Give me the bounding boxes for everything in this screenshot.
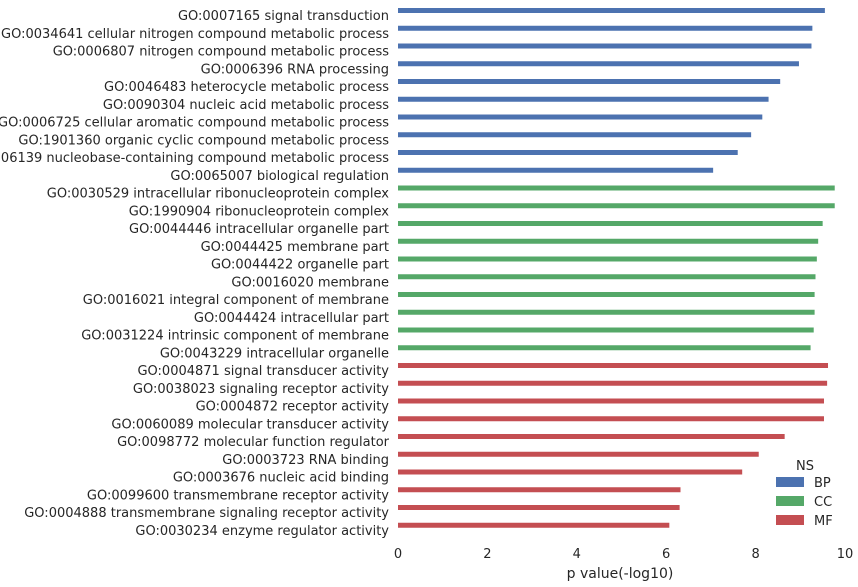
category-label: GO:0006139 nucleobase-containing compoun… [0,151,389,166]
bar-cc [398,238,819,244]
bar-mf [398,469,743,475]
category-label: GO:0003676 nucleic acid binding [173,471,389,486]
category-label: GO:1901360 organic cyclic compound metab… [18,133,389,148]
bar-mf [398,416,824,422]
category-label: GO:0038023 signaling receptor activity [133,382,389,397]
bar-bp [398,61,799,67]
x-tick-label: 6 [662,547,670,562]
category-label: GO:0003723 RNA binding [222,453,389,468]
bar-cc [398,274,816,280]
legend-title: NS [796,459,814,474]
category-label: GO:0098772 molecular function regulator [117,435,390,450]
bar-mf [398,522,670,528]
x-tick-label: 0 [394,547,402,562]
bars-layer [398,8,835,528]
category-label: GO:0046483 heterocycle metabolic process [104,80,389,95]
bar-bp [398,150,738,155]
bar-cc [398,309,815,315]
bar-cc [398,203,835,209]
bar-cc [398,221,823,226]
category-label: GO:0004888 transmembrane signaling recep… [24,506,389,521]
category-label: GO:0004871 signal transducer activity [137,364,389,379]
bar-mf [398,434,785,439]
legend-label-mf: MF [814,514,833,529]
category-label: GO:0006396 RNA processing [201,62,389,77]
bar-cc [398,345,811,351]
category-label: GO:0044446 intracellular organelle part [129,222,389,237]
bar-bp [398,114,763,120]
category-label: GO:0044422 organelle part [211,258,389,273]
legend-swatch-bp [776,477,804,487]
legend-swatch-mf [776,515,804,525]
bar-bp [398,79,781,84]
legend-label-cc: CC [814,495,832,510]
x-tick-label: 2 [483,547,491,562]
bar-bp [398,167,714,173]
bar-cc [398,327,814,333]
bar-cc [398,256,817,262]
category-label: GO:0060089 molecular transducer activity [111,417,389,432]
category-label: GO:0007165 signal transduction [178,9,389,24]
bar-bp [398,96,769,102]
bar-cc [398,185,835,191]
bar-mf [398,505,680,510]
legend-label-bp: BP [814,476,831,491]
bar-mf [398,487,681,493]
category-label: GO:0034641 cellular nitrogen compound me… [1,27,389,42]
category-label: GO:0090304 nucleic acid metabolic proces… [103,98,389,113]
bar-mf [398,398,824,404]
bar-bp [398,132,752,138]
category-label: GO:0030529 intracellular ribonucleoprote… [47,187,390,202]
category-label: GO:0016021 integral component of membran… [83,293,389,308]
category-labels: GO:0007165 signal transduction GO:0034641… [0,9,390,539]
bar-mf [398,380,828,386]
x-tick-label: 8 [751,547,759,562]
category-label: GO:0016020 membrane [231,275,389,290]
x-tick-label: 4 [573,547,581,562]
category-label: GO:0004872 receptor activity [196,400,390,415]
bar-mf [398,451,759,457]
bar-cc [398,292,815,297]
x-axis-ticks: 0 2 4 6 8 10 [394,547,853,562]
category-label: GO:0006725 cellular aromatic compound me… [0,116,389,131]
category-label: GO:0099600 transmembrane receptor activi… [87,488,389,503]
legend: NS BP CC MF [776,459,833,529]
bar-mf [398,363,829,368]
x-tick-label: 10 [837,547,854,562]
category-label: GO:0043229 intracellular organelle [160,346,389,361]
legend-swatch-cc [776,496,804,506]
category-label: GO:0031224 intrinsic component of membra… [81,329,389,344]
category-label: GO:1990904 ribonucleoprotein complex [129,204,390,219]
x-axis-label: p value(-log10) [567,566,674,582]
category-label: GO:0044424 intracellular part [194,311,389,326]
category-label: GO:0065007 biological regulation [170,169,389,184]
bar-bp [398,43,812,49]
bar-bp [398,25,813,31]
bar-bp [398,8,825,13]
category-label: GO:0030234 enzyme regulator activity [135,524,389,539]
category-label: GO:0006807 nitrogen compound metabolic p… [53,45,390,60]
category-label: GO:0044425 membrane part [201,240,389,255]
